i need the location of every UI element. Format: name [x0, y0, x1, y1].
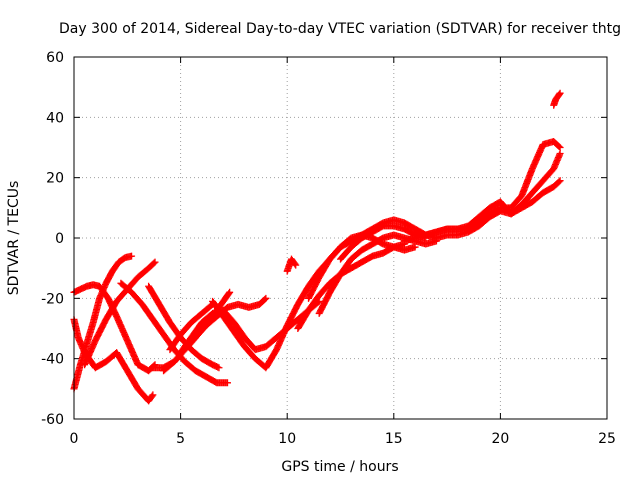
series-track19 — [432, 150, 564, 242]
data-point-marker — [555, 142, 563, 150]
y-axis-label: SDTVAR / TECUs — [6, 181, 22, 296]
data-point-marker — [291, 260, 299, 268]
data-point-marker — [149, 391, 157, 399]
data-point-marker — [411, 243, 419, 251]
y-tick-label: 20 — [46, 171, 64, 187]
x-axis-label: GPS time / hours — [281, 459, 398, 475]
data-point-marker — [150, 259, 158, 267]
data-point-marker — [555, 90, 563, 98]
x-tick-label: 0 — [70, 431, 79, 447]
grid — [74, 57, 607, 419]
y-tick-label: 40 — [46, 110, 64, 126]
data-point-marker — [151, 258, 159, 266]
series-track20 — [550, 89, 564, 109]
data-point-marker — [292, 261, 300, 269]
series-track16 — [337, 222, 430, 263]
data-point-marker — [226, 288, 234, 296]
y-tick-label: 0 — [55, 231, 64, 247]
series-track4 — [81, 258, 159, 369]
series-track1 — [70, 252, 136, 393]
data-point-marker — [262, 294, 270, 302]
data-point-marker — [224, 379, 232, 387]
x-tick-label: 20 — [491, 431, 509, 447]
series-track12 — [283, 255, 300, 275]
data-point-marker — [556, 150, 564, 158]
data-point-marker — [556, 89, 564, 97]
data-point-marker — [215, 364, 223, 372]
series-track18 — [411, 177, 564, 239]
data-point-marker — [556, 144, 564, 151]
x-tick-label: 15 — [385, 431, 403, 447]
x-tick-label: 25 — [598, 431, 616, 447]
series-track8 — [166, 300, 217, 354]
y-tick-label: 60 — [46, 50, 64, 66]
data-point-marker — [555, 178, 563, 186]
y-tick-label: -20 — [41, 291, 64, 307]
y-tick-label: -60 — [41, 412, 64, 428]
plot-frame — [73, 56, 608, 420]
series-track14 — [305, 231, 419, 302]
x-tick-label: 10 — [278, 431, 296, 447]
data-marks — [70, 89, 564, 405]
data-point-marker — [556, 177, 564, 185]
data-point-marker — [148, 392, 156, 400]
chart-title: Day 300 of 2014, Sidereal Day-to-day VTE… — [59, 21, 621, 37]
data-point-marker — [225, 289, 233, 297]
y-tick-label: -40 — [41, 352, 64, 368]
data-point-marker — [261, 295, 269, 303]
data-point-marker — [128, 252, 136, 260]
x-tick-label: 5 — [176, 431, 185, 447]
